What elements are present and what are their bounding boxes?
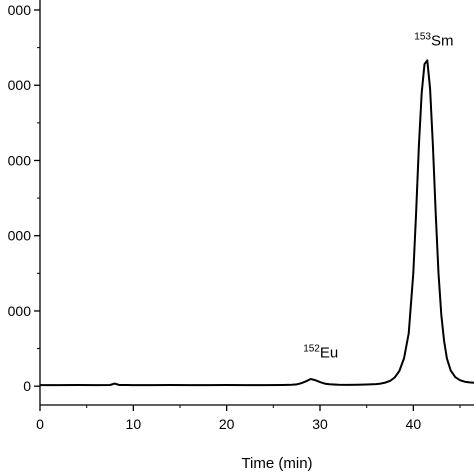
peak-label-superscript: 152: [303, 344, 320, 355]
x-tick-label: 40: [406, 416, 422, 432]
x-tick-label: 30: [312, 416, 328, 432]
peak-label-sm: 153Sm: [414, 31, 453, 49]
y-tick-label: 0: [23, 378, 31, 394]
peak-label-superscript: 153: [414, 31, 431, 42]
x-tick-label: 0: [36, 416, 44, 432]
x-axis-title: Time (min): [241, 455, 312, 472]
peak-label-element: Eu: [320, 345, 338, 362]
x-tick-label: 10: [126, 416, 142, 432]
series-line: [40, 59, 474, 387]
y-tick-label: 000: [8, 303, 32, 319]
y-tick-label: 000: [8, 2, 32, 18]
y-tick-label: 000: [8, 77, 32, 93]
axes: [39, 0, 474, 406]
x-tick-label: 20: [219, 416, 235, 432]
peak-label-eu: 152Eu: [303, 344, 338, 362]
peak-label-element: Sm: [431, 32, 454, 49]
peak-annotations: 152Eu 153Sm: [303, 31, 453, 361]
y-tick-label: 000: [8, 228, 32, 244]
y-tick-label: 000: [8, 152, 32, 168]
